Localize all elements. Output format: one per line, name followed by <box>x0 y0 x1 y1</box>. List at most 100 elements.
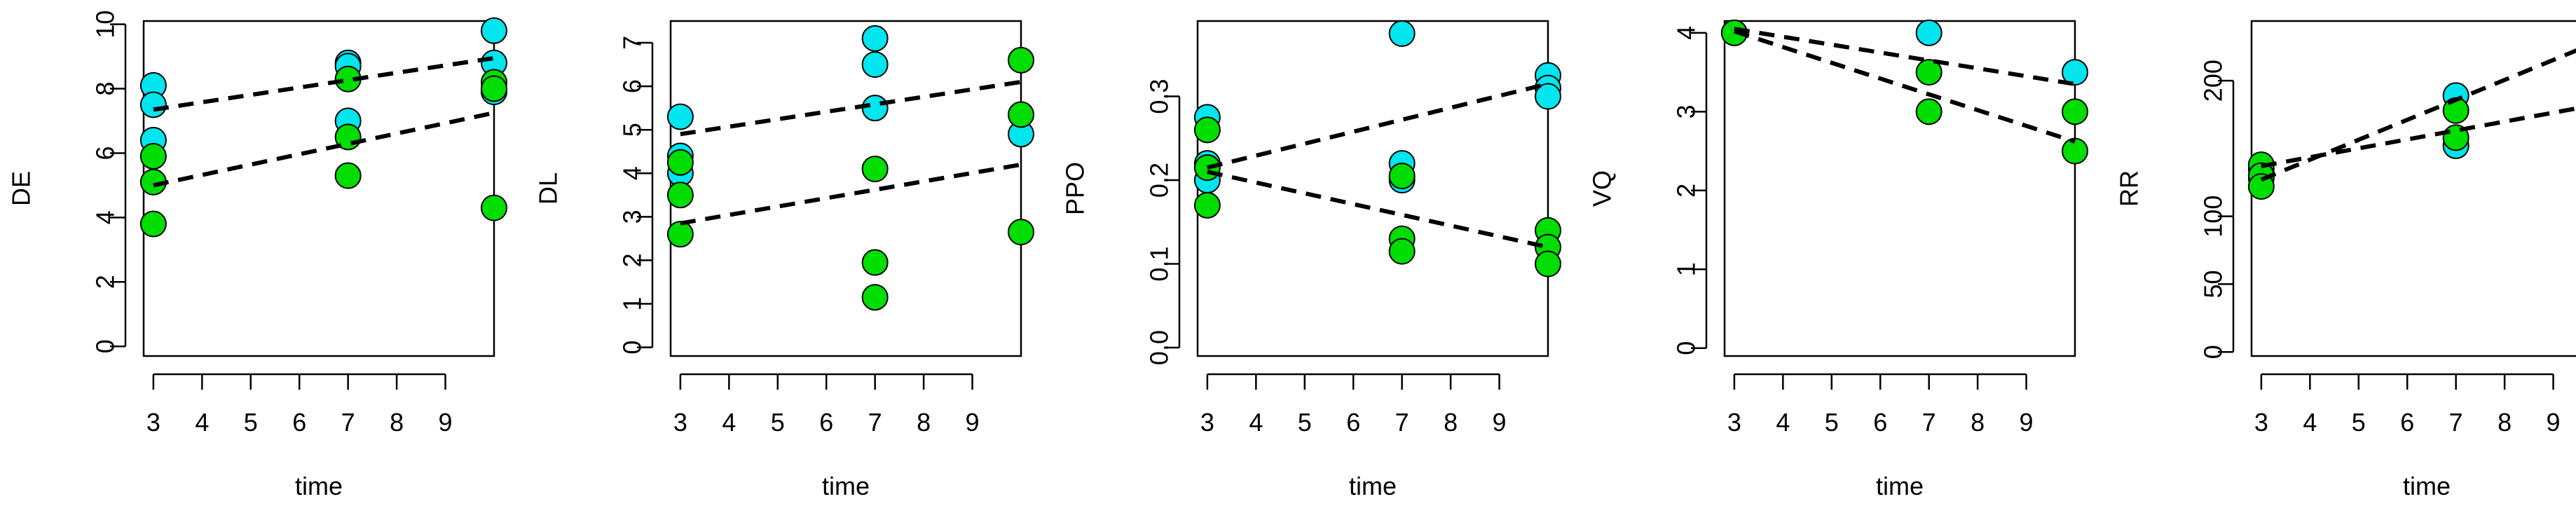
plot-frame <box>669 20 1022 357</box>
plot-frame <box>1196 20 1549 357</box>
x-tick-label: 3 <box>146 408 160 437</box>
x-tick-label: 8 <box>2498 408 2512 437</box>
green-trend-line <box>1733 29 2076 144</box>
green-point <box>2247 173 2275 200</box>
y-tick-label: 2 <box>618 253 647 267</box>
panel-de: 3 4 5 6 7 8 9 0 2 4 6 8 10 time DE <box>7 11 507 500</box>
x-tick-label: 4 <box>2303 408 2317 437</box>
green-point <box>481 194 507 221</box>
cyan-point <box>1915 19 1943 46</box>
y-axis-label: PPO <box>1061 162 1090 215</box>
y-tick-label: 0.0 <box>1145 330 1174 365</box>
plot-frame <box>142 20 495 357</box>
green-trend-line <box>2260 48 2576 182</box>
x-tick-label: 9 <box>1493 408 1507 437</box>
x-tick-label: 8 <box>1971 408 1985 437</box>
x-tick-label: 5 <box>1825 408 1839 437</box>
y-tick-label: 8 <box>91 82 120 96</box>
green-point <box>861 249 889 276</box>
x-tick-label: 8 <box>917 408 931 437</box>
y-tick-label: 0.1 <box>1145 247 1174 282</box>
x-tick-label: 6 <box>1873 408 1887 437</box>
y-tick-label: 2 <box>91 275 120 289</box>
green-point <box>861 156 889 183</box>
green-trend-line <box>1207 170 1549 249</box>
cyan-point <box>139 91 167 118</box>
y-tick-label: 3 <box>1672 104 1701 118</box>
x-tick-label: 9 <box>439 408 453 437</box>
y-tick-label: 1 <box>1672 262 1701 276</box>
y-tick-label: 6 <box>91 146 120 160</box>
x-tick-label: 4 <box>1249 408 1263 437</box>
x-tick-label: 3 <box>673 408 687 437</box>
cyan-trend-line <box>153 55 495 112</box>
x-tick-label: 6 <box>2400 408 2414 437</box>
x-tick-label: 3 <box>2254 408 2268 437</box>
green-point <box>1388 238 1416 265</box>
x-tick-label: 5 <box>771 408 785 437</box>
y-axis-label: DE <box>7 171 36 206</box>
green-point <box>139 143 167 170</box>
x-axis-label: time <box>1876 472 1924 500</box>
cyan-trend-line <box>680 79 1022 137</box>
x-tick-label: 8 <box>1444 408 1458 437</box>
cyan-point <box>1535 83 1561 110</box>
panel-ppo: 3 4 5 6 7 8 9 0.0 0.1 0.2 0.3 time PPO <box>1061 20 1561 500</box>
y-tick-label: 5 <box>618 123 647 137</box>
y-tick-label: 4 <box>618 166 647 180</box>
x-tick-label: 4 <box>1776 408 1790 437</box>
y-axis-label: RR <box>2115 170 2144 207</box>
green-point <box>666 149 694 176</box>
x-tick-label: 7 <box>1395 408 1409 437</box>
x-tick-label: 4 <box>722 408 736 437</box>
x-tick-label: 5 <box>1298 408 1312 437</box>
green-point <box>334 162 362 189</box>
green-point <box>1915 59 1943 86</box>
y-tick-label: 0 <box>1672 341 1701 355</box>
y-tick-label: 2 <box>1672 184 1701 198</box>
green-point <box>861 284 889 311</box>
x-tick-label: 7 <box>341 408 355 437</box>
green-point <box>1915 98 1943 125</box>
x-tick-label: 8 <box>390 408 404 437</box>
x-tick-label: 3 <box>1200 408 1214 437</box>
cyan-point <box>2062 59 2088 86</box>
x-tick-label: 9 <box>966 408 980 437</box>
green-point <box>666 221 694 248</box>
y-tick-label: 4 <box>1672 26 1701 40</box>
panel-rr: 3 4 5 6 7 8 9 0 50 100 200 time RR <box>2115 20 2576 500</box>
x-axis-label: time <box>822 472 870 500</box>
y-tick-label: 200 <box>2199 60 2228 102</box>
x-tick-label: 9 <box>2547 408 2561 437</box>
x-tick-label: 5 <box>244 408 258 437</box>
green-trend-line <box>153 111 495 188</box>
x-tick-label: 9 <box>2020 408 2034 437</box>
y-tick-label: 0.2 <box>1145 163 1174 198</box>
cyan-trend-line <box>1734 27 2076 86</box>
cyan-trend-line <box>2261 106 2576 169</box>
y-tick-label: 50 <box>2199 270 2228 298</box>
x-tick-label: 4 <box>195 408 209 437</box>
y-tick-label: 7 <box>618 36 647 50</box>
plot-frame <box>1723 20 2076 357</box>
x-tick-label: 7 <box>1922 408 1936 437</box>
green-point <box>1008 101 1034 128</box>
x-tick-label: 5 <box>2352 408 2366 437</box>
x-tick-label: 3 <box>1727 408 1741 437</box>
y-tick-label: 4 <box>91 210 120 224</box>
y-tick-label: 0 <box>2199 345 2228 359</box>
y-tick-label: 3 <box>618 210 647 224</box>
y-tick-label: 1 <box>618 296 647 310</box>
cyan-point <box>1388 20 1416 47</box>
green-point <box>481 75 507 102</box>
green-point <box>1008 219 1034 246</box>
y-tick-label: 100 <box>2199 196 2228 238</box>
y-tick-label: 0 <box>618 341 647 355</box>
y-tick-label: 6 <box>618 79 647 93</box>
green-point <box>1388 163 1416 190</box>
y-axis-label: DL <box>534 172 563 205</box>
green-trend-line <box>680 162 1022 226</box>
cyan-trend-line <box>1207 81 1549 170</box>
x-tick-label: 7 <box>2449 408 2463 437</box>
